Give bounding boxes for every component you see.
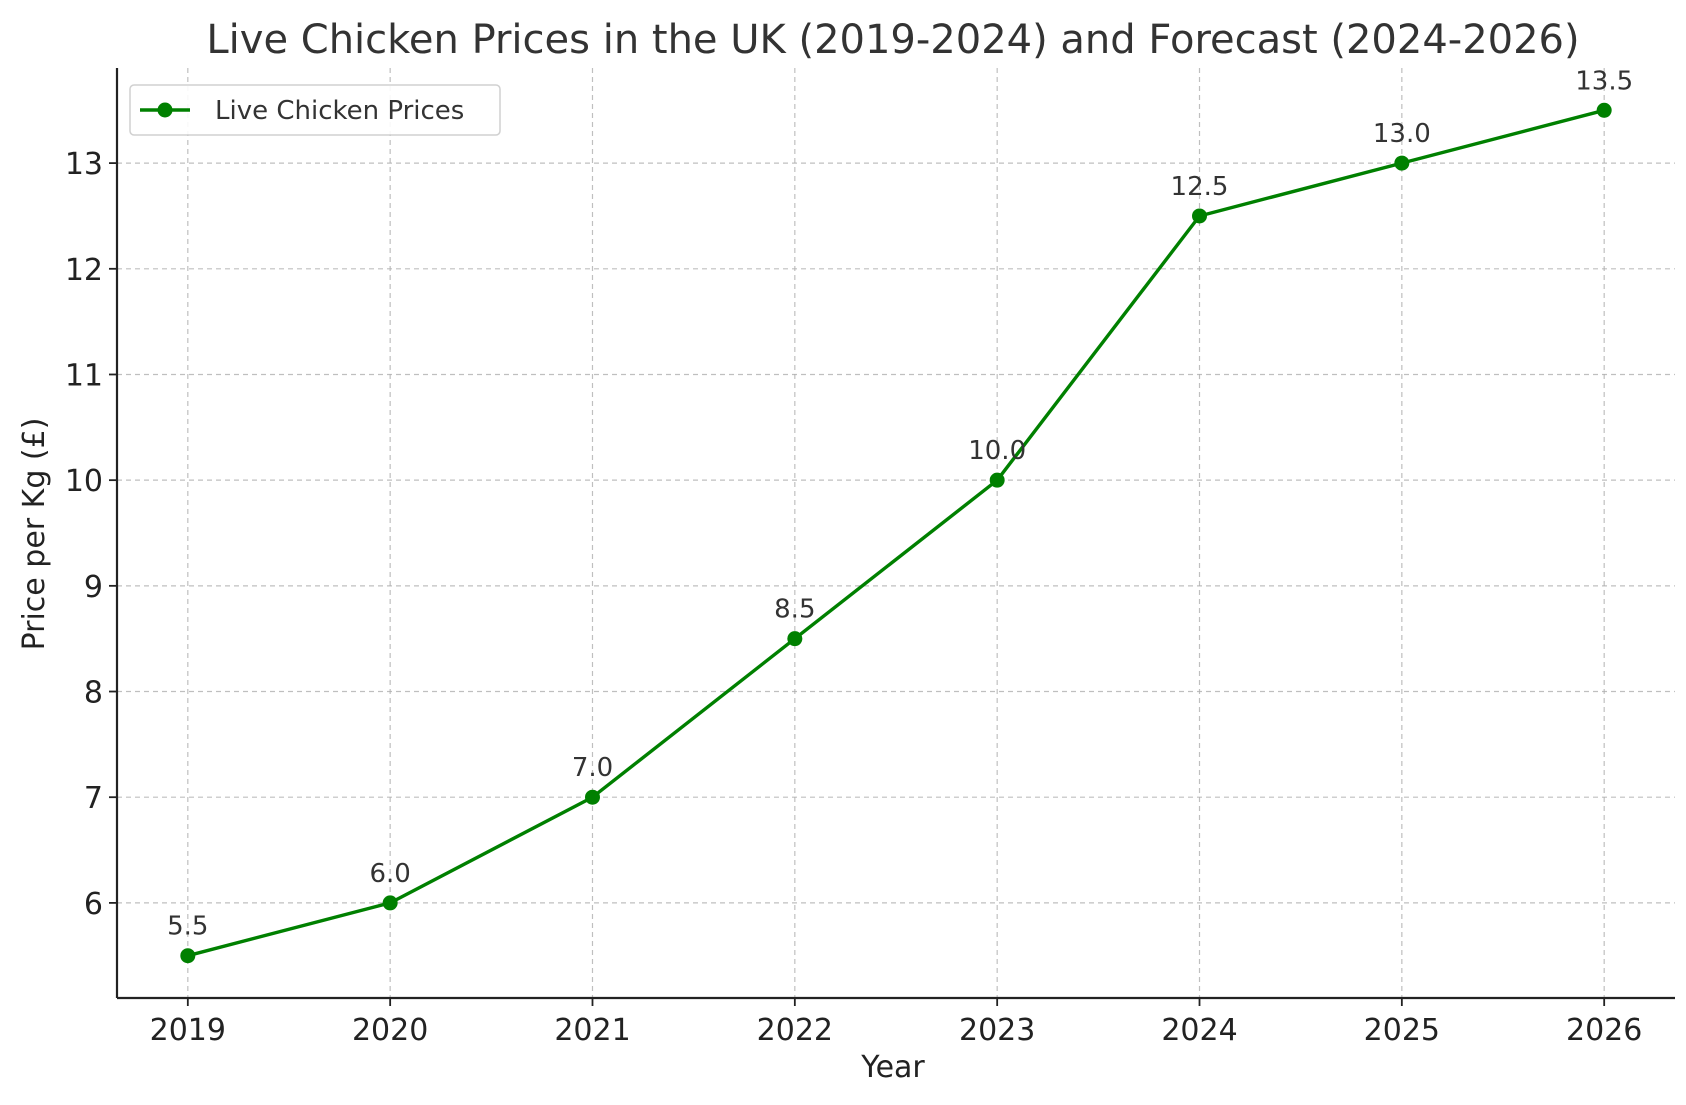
y-tick-label: 7: [84, 781, 103, 816]
data-label: 13.0: [1373, 119, 1431, 149]
y-tick-label: 13: [65, 147, 103, 182]
axes: [115, 68, 1675, 1000]
data-label: 13.5: [1575, 66, 1633, 96]
y-tick-label: 12: [65, 253, 103, 288]
x-tick-label: 2021: [554, 1013, 630, 1048]
x-tick-label: 2025: [1364, 1013, 1440, 1048]
legend-label: Live Chicken Prices: [215, 96, 464, 126]
data-labels: 5.5 6.0 7.0 8.5 10.0 12.5 13.0 13.5: [167, 66, 1633, 941]
y-tick-label: 11: [65, 358, 103, 393]
data-point-marker: [1596, 102, 1612, 118]
series-line-path: [187, 108, 1605, 958]
legend: Live Chicken Prices: [129, 84, 501, 136]
x-axis-label: Year: [860, 1050, 925, 1085]
data-label: 5.5: [167, 912, 208, 942]
x-tick-label: 2024: [1161, 1013, 1237, 1048]
data-point-marker: [584, 789, 600, 805]
data-label: 7.0: [572, 753, 613, 783]
x-tick-label: 2023: [959, 1013, 1035, 1048]
x-tick-label: 2019: [150, 1013, 226, 1048]
legend-marker-swatch: [157, 102, 173, 118]
grid-lines: [117, 68, 1675, 998]
series-line: [180, 102, 1612, 964]
data-point-marker: [1394, 155, 1410, 171]
legend-box: [129, 84, 501, 136]
y-tick-label: 8: [84, 676, 103, 711]
x-tick-label: 2022: [757, 1013, 833, 1048]
data-point-marker: [989, 472, 1005, 488]
data-label: 6.0: [369, 859, 410, 889]
data-label: 10.0: [968, 436, 1026, 466]
x-tick-label: 2020: [352, 1013, 428, 1048]
x-tick-label: 2026: [1566, 1013, 1642, 1048]
y-tick-label: 6: [84, 887, 103, 922]
data-point-marker: [787, 631, 803, 647]
data-label: 8.5: [774, 595, 815, 625]
tick-labels: 2019 2020 2021 2022 2023 2024 2025 2026 6 7 8 9 10 11…: [65, 147, 1643, 1048]
data-point-marker: [1192, 208, 1208, 224]
data-point-marker: [382, 895, 398, 911]
data-point-marker: [180, 948, 196, 964]
y-tick-label: 10: [65, 464, 103, 499]
y-tick-label: 9: [84, 570, 103, 605]
data-label: 12.5: [1171, 172, 1229, 202]
chart-title: Live Chicken Prices in the UK (2019-2024…: [206, 17, 1579, 63]
y-axis-label: Price per Kg (£): [17, 418, 52, 651]
